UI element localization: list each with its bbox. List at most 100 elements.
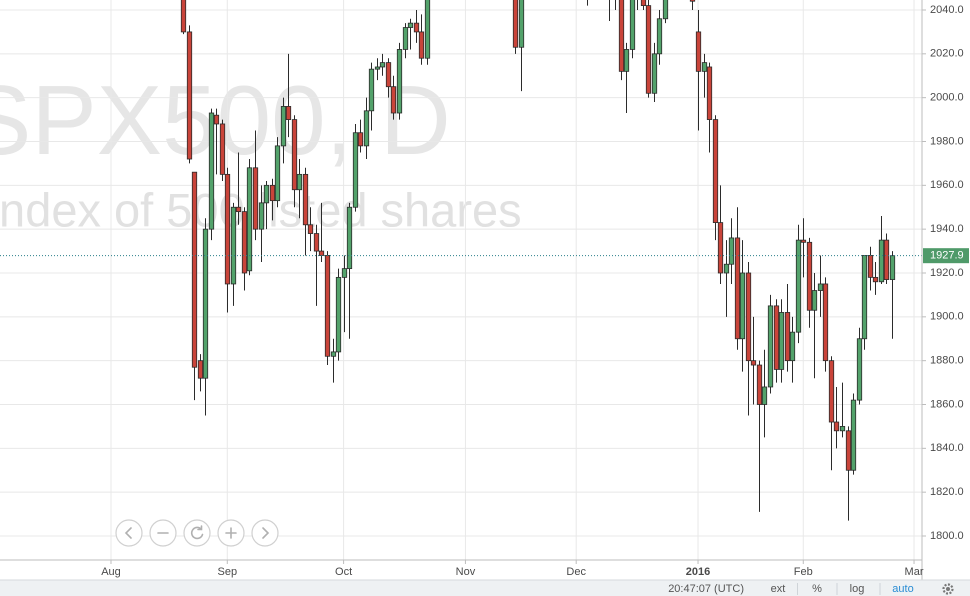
- candle-body: [335, 276, 342, 353]
- x-tick-label: Dec: [566, 566, 586, 578]
- candle-body: [867, 255, 874, 278]
- last-price-box: [923, 248, 969, 264]
- candle-body: [197, 360, 204, 379]
- candle-body: [313, 233, 320, 252]
- candle-body: [878, 239, 885, 283]
- candle-body: [424, 0, 431, 59]
- candle-body: [695, 31, 702, 72]
- watermark-title: SPX500, D: [0, 65, 451, 175]
- x-tick-label: 2016: [686, 566, 710, 578]
- candle-body: [806, 241, 813, 311]
- scroll-right-button[interactable]: [251, 519, 279, 547]
- y-tick-label: 1920.0: [930, 267, 964, 279]
- candle-body: [651, 53, 658, 94]
- x-tick-label: Sep: [217, 566, 237, 578]
- candle-body: [252, 167, 259, 230]
- candle-body: [850, 399, 857, 471]
- toolbar: [0, 580, 970, 596]
- candle-body: [352, 132, 359, 208]
- candle-body: [640, 0, 647, 7]
- candle-body: [346, 206, 353, 270]
- candle-body: [872, 276, 879, 283]
- candle-body: [773, 305, 780, 370]
- toolbar-button[interactable]: ext: [771, 583, 786, 595]
- zoom-in-button[interactable]: [217, 519, 245, 547]
- candle-body: [756, 364, 763, 405]
- y-tick-label: 1980.0: [930, 135, 964, 147]
- candle-body: [407, 22, 414, 28]
- candle-body: [186, 31, 193, 160]
- candle-body: [291, 119, 298, 191]
- candle-body: [274, 145, 281, 202]
- candle-body: [845, 430, 852, 471]
- candle-body: [385, 62, 392, 88]
- reset-button[interactable]: [183, 519, 211, 547]
- candle-body: [258, 202, 265, 230]
- candle-body: [734, 237, 741, 340]
- zoom-out-button[interactable]: [149, 519, 177, 547]
- candle-body: [767, 305, 774, 388]
- candle-body: [402, 27, 409, 50]
- candle-body: [180, 0, 187, 33]
- candle-body: [518, 0, 525, 48]
- settings-button[interactable]: [942, 583, 954, 595]
- candle-body: [219, 123, 226, 175]
- candle-body: [645, 5, 652, 94]
- candle-body: [656, 18, 663, 55]
- candle-body: [856, 338, 863, 401]
- candle-body: [811, 290, 818, 311]
- candle-body: [307, 224, 314, 234]
- candle-body: [246, 167, 253, 272]
- candle-body: [761, 386, 768, 405]
- y-tick-label: 2040.0: [930, 4, 964, 16]
- toolbar-button[interactable]: log: [850, 583, 865, 595]
- candle-body: [839, 426, 846, 432]
- x-tick-label: Feb: [794, 566, 813, 578]
- x-tick-label: Nov: [456, 566, 476, 578]
- y-tick-label: 1800.0: [930, 530, 964, 542]
- y-tick-label: 2000.0: [930, 92, 964, 104]
- candle-body: [701, 62, 708, 72]
- candle-body: [833, 421, 840, 432]
- toolbar-button[interactable]: auto: [892, 583, 913, 595]
- candle-body: [789, 331, 796, 362]
- candle-body: [739, 272, 746, 340]
- candle-body: [230, 206, 237, 285]
- scroll-left-button[interactable]: [115, 519, 143, 547]
- candle-body: [889, 255, 896, 280]
- candle-body: [269, 184, 276, 202]
- candle-body: [374, 66, 381, 70]
- y-tick-label: 1960.0: [930, 179, 964, 191]
- candle-body: [623, 49, 630, 72]
- candle-body: [324, 255, 331, 357]
- last-price-label: 1927.9: [930, 250, 964, 262]
- candle-body: [784, 312, 791, 362]
- candle-body: [883, 239, 890, 280]
- x-tick-label: Aug: [101, 566, 121, 578]
- candle-body: [689, 0, 696, 2]
- candle-body: [285, 106, 292, 120]
- y-tick-label: 2020.0: [930, 48, 964, 60]
- candle-body: [418, 31, 425, 59]
- toolbar-button[interactable]: %: [812, 583, 822, 595]
- candle-body: [213, 114, 220, 125]
- candle-body: [280, 106, 287, 147]
- candle-body: [224, 173, 231, 285]
- candle-body: [357, 132, 364, 147]
- candle-body: [512, 0, 519, 48]
- candle-body: [202, 228, 209, 379]
- candle-body: [263, 184, 270, 204]
- y-tick-label: 1860.0: [930, 398, 964, 410]
- y-tick-label: 1900.0: [930, 311, 964, 323]
- candle-body: [861, 255, 868, 340]
- candles: [180, 0, 896, 521]
- candle-body: [750, 360, 757, 366]
- candle-body: [379, 62, 386, 68]
- candle-body: [745, 272, 752, 362]
- watermark: SPX500, D Index of 500 listed shares: [0, 65, 522, 237]
- x-tick-label: Mar: [905, 566, 924, 578]
- candle-body: [795, 239, 802, 333]
- navigation-buttons: [115, 519, 279, 547]
- candle-body: [712, 119, 719, 223]
